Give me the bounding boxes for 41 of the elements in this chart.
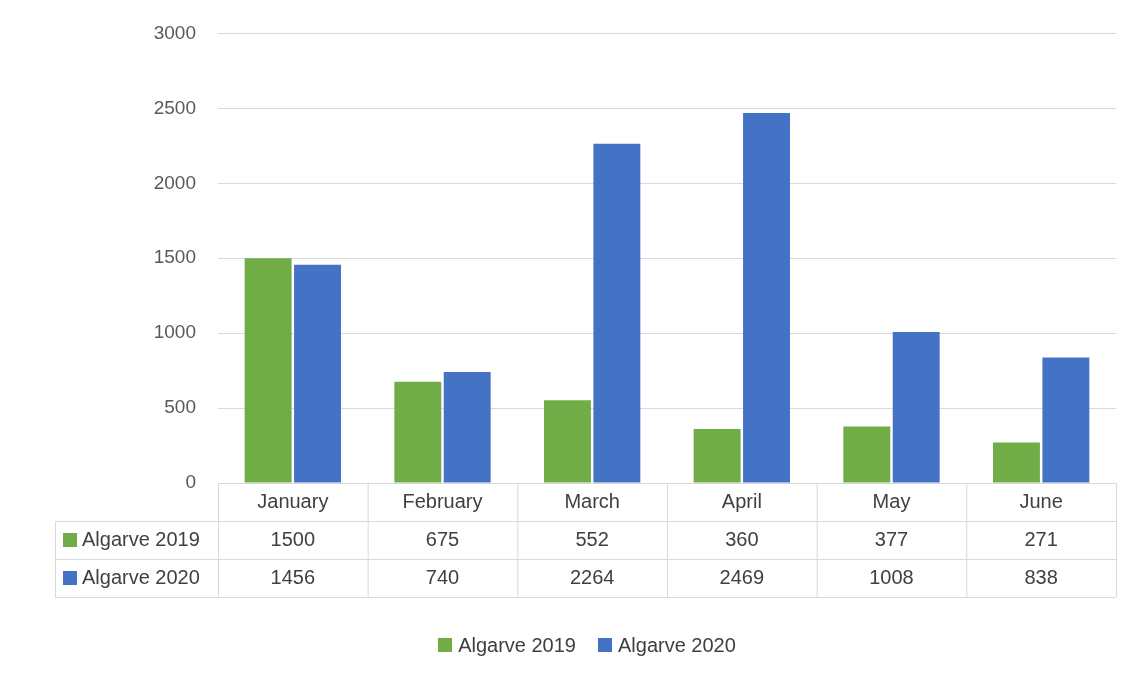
data-label: 2264 xyxy=(569,565,615,588)
bar xyxy=(1042,357,1090,483)
x-tick-label: April xyxy=(721,489,762,512)
data-label: 2469 xyxy=(719,565,765,588)
text: Algarve 2020 xyxy=(618,633,736,656)
data-label: 360 xyxy=(725,527,759,550)
y-tick-label: 2000 xyxy=(153,171,196,193)
data-label: 740 xyxy=(425,565,460,588)
x-tick-label: May xyxy=(872,489,911,512)
bar xyxy=(993,442,1040,483)
bar xyxy=(743,112,790,483)
y-tick-label: 3000 xyxy=(153,21,196,43)
bar xyxy=(843,426,891,483)
bar xyxy=(544,400,591,483)
legend-label: Algarve 2020 xyxy=(82,565,200,588)
bar xyxy=(593,143,641,483)
bar xyxy=(693,429,741,483)
data-label: 1456 xyxy=(270,565,316,588)
x-tick-label: June xyxy=(1019,489,1063,512)
data-label: 377 xyxy=(874,527,909,550)
y-tick-label: 1500 xyxy=(153,246,196,268)
x-tick-label: February xyxy=(402,489,483,512)
data-label: 675 xyxy=(425,527,460,550)
data-label: 1008 xyxy=(869,565,914,588)
y-tick-label: 2500 xyxy=(153,96,196,118)
x-tick-label: March xyxy=(564,489,620,512)
bar xyxy=(294,264,341,483)
x-tick-label: January xyxy=(257,489,329,512)
bar xyxy=(892,331,940,483)
y-tick-label: 500 xyxy=(164,396,196,418)
data-label: 552 xyxy=(575,527,609,550)
y-tick-label: 0 xyxy=(185,471,196,493)
data-label: 1500 xyxy=(270,527,316,550)
legend-label: Algarve 2019 xyxy=(82,527,200,550)
data-label: 271 xyxy=(1024,527,1058,550)
bar xyxy=(443,372,491,483)
y-tick-label: 1000 xyxy=(153,321,196,343)
data-label: 838 xyxy=(1024,565,1058,588)
bar xyxy=(394,381,442,483)
bar xyxy=(244,258,292,483)
text: Algarve 2019 xyxy=(458,633,576,656)
